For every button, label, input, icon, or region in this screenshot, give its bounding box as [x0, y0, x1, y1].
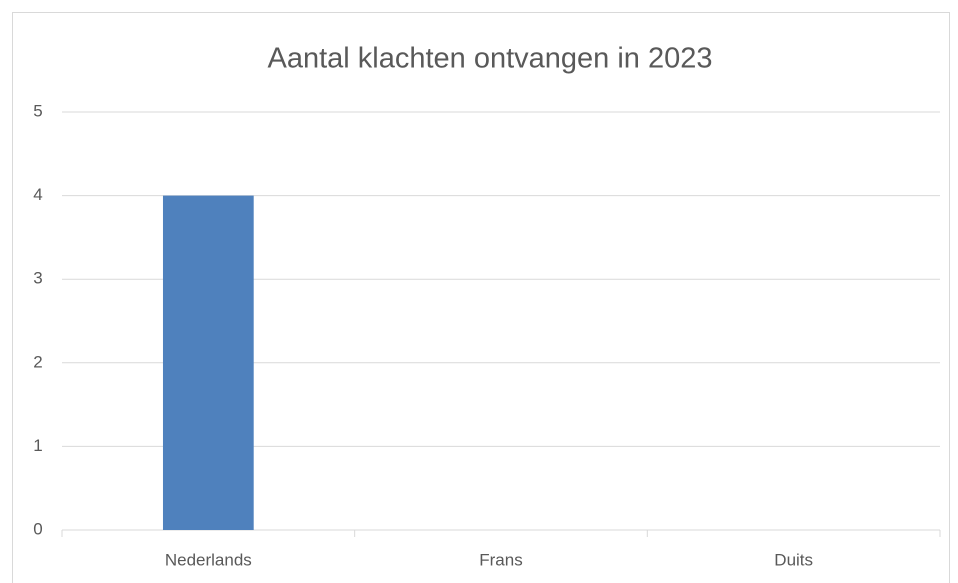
- x-tick-label: Nederlands: [165, 550, 252, 569]
- y-tick-label: 2: [33, 352, 42, 371]
- chart-border: [12, 12, 950, 583]
- y-tick-label: 3: [33, 269, 42, 288]
- x-tick-label: Frans: [479, 550, 522, 569]
- bar: [162, 195, 254, 530]
- y-tick-label: 0: [33, 519, 42, 538]
- chart-title: Aantal klachten ontvangen in 2023: [267, 43, 712, 75]
- x-tick-label: Duits: [774, 550, 813, 569]
- y-tick-label: 4: [33, 185, 42, 204]
- y-tick-label: 1: [33, 436, 42, 455]
- y-tick-label: 5: [33, 101, 42, 120]
